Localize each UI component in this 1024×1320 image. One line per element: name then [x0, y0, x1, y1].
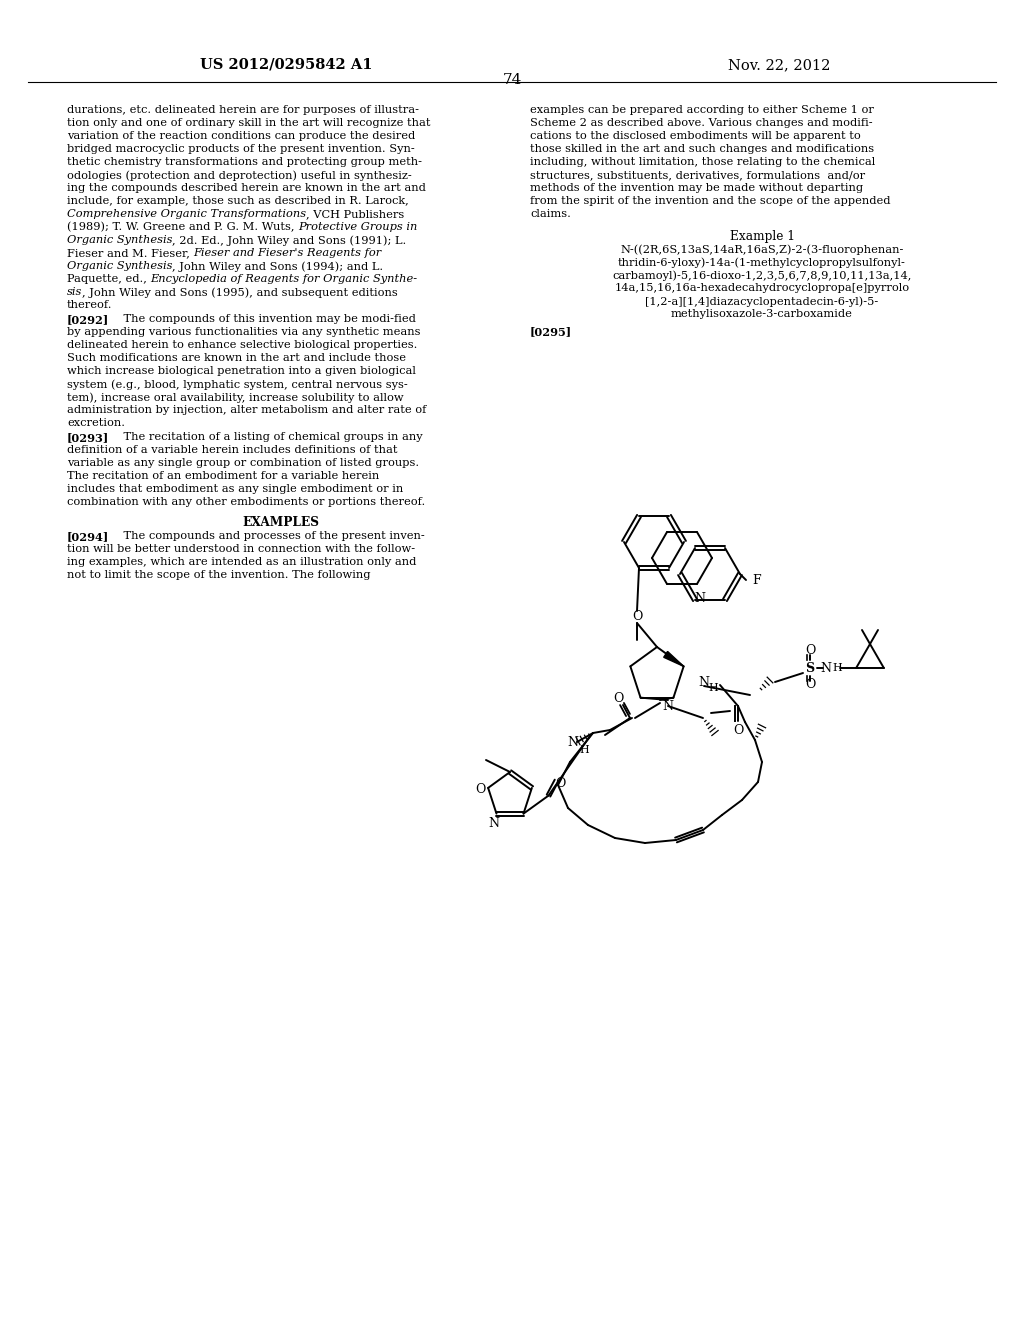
Text: variable as any single group or combination of listed groups.: variable as any single group or combinat…: [67, 458, 419, 469]
Text: definition of a variable herein includes definitions of that: definition of a variable herein includes…: [67, 445, 397, 455]
Text: sis: sis: [67, 286, 82, 297]
Text: [0293]: [0293]: [67, 432, 110, 444]
Text: thetic chemistry transformations and protecting group meth-: thetic chemistry transformations and pro…: [67, 157, 422, 168]
Text: , VCH Publishers: , VCH Publishers: [306, 209, 404, 219]
Text: The recitation of a listing of chemical groups in any: The recitation of a listing of chemical …: [110, 432, 423, 442]
Text: Paquette, ed.,: Paquette, ed.,: [67, 275, 151, 284]
Text: odologies (protection and deprotection) useful in synthesiz-: odologies (protection and deprotection) …: [67, 170, 412, 181]
Text: claims.: claims.: [530, 209, 570, 219]
Text: Organic Synthesis: Organic Synthesis: [67, 235, 172, 246]
Text: (1989); T. W. Greene and P. G. M. Wuts,: (1989); T. W. Greene and P. G. M. Wuts,: [67, 222, 298, 232]
Text: ing examples, which are intended as an illustration only and: ing examples, which are intended as an i…: [67, 557, 417, 568]
Text: Organic Synthesis: Organic Synthesis: [67, 261, 172, 271]
Text: H: H: [833, 663, 842, 673]
Text: which increase biological penetration into a given biological: which increase biological penetration in…: [67, 366, 416, 376]
Text: N: N: [663, 700, 674, 713]
Text: administration by injection, alter metabolism and alter rate of: administration by injection, alter metab…: [67, 405, 426, 414]
Text: O: O: [733, 723, 743, 737]
Text: Encyclopedia of Reagents for Organic Synthe-: Encyclopedia of Reagents for Organic Syn…: [151, 275, 418, 284]
Text: 14a,15,16,16a-hexadecahydrocyclopropa[e]pyrrolo: 14a,15,16,16a-hexadecahydrocyclopropa[e]…: [614, 282, 909, 293]
Text: thridin-6-yloxy)-14a-(1-methylcyclopropylsulfonyl-: thridin-6-yloxy)-14a-(1-methylcyclopropy…: [618, 257, 906, 268]
Text: 74: 74: [503, 73, 521, 87]
Text: tem), increase oral availability, increase solubility to allow: tem), increase oral availability, increa…: [67, 392, 403, 403]
Text: tion will be better understood in connection with the follow-: tion will be better understood in connec…: [67, 544, 415, 554]
Text: variation of the reaction conditions can produce the desired: variation of the reaction conditions can…: [67, 131, 416, 141]
Text: tion only and one of ordinary skill in the art will recognize that: tion only and one of ordinary skill in t…: [67, 117, 430, 128]
Text: O: O: [632, 610, 642, 623]
Text: [0295]: [0295]: [530, 326, 572, 337]
Text: O: O: [475, 783, 485, 796]
Text: Protective Groups in: Protective Groups in: [298, 222, 418, 232]
Text: , 2d. Ed., John Wiley and Sons (1991); L.: , 2d. Ed., John Wiley and Sons (1991); L…: [172, 235, 407, 246]
Text: those skilled in the art and such changes and modifications: those skilled in the art and such change…: [530, 144, 874, 154]
Text: , John Wiley and Sons (1995), and subsequent editions: , John Wiley and Sons (1995), and subseq…: [82, 286, 398, 297]
Text: O: O: [555, 777, 565, 791]
Text: H: H: [580, 744, 589, 755]
Text: US 2012/0295842 A1: US 2012/0295842 A1: [200, 58, 373, 73]
Text: system (e.g., blood, lymphatic system, central nervous sys-: system (e.g., blood, lymphatic system, c…: [67, 379, 408, 389]
Text: Nov. 22, 2012: Nov. 22, 2012: [728, 58, 830, 73]
Text: examples can be prepared according to either Scheme 1 or: examples can be prepared according to ei…: [530, 106, 873, 115]
Text: not to limit the scope of the invention. The following: not to limit the scope of the invention.…: [67, 570, 371, 579]
Text: by appending various functionalities via any synthetic means: by appending various functionalities via…: [67, 327, 421, 337]
Text: H: H: [709, 682, 718, 693]
Text: N: N: [698, 676, 710, 689]
Text: Fieser and Fieser's Reagents for: Fieser and Fieser's Reagents for: [194, 248, 382, 257]
Text: N: N: [820, 661, 831, 675]
Text: The compounds of this invention may be modi­fied: The compounds of this invention may be m…: [110, 314, 416, 323]
Text: O: O: [612, 693, 624, 705]
Text: Fieser and M. Fieser,: Fieser and M. Fieser,: [67, 248, 194, 257]
Text: carbamoyl)-5,16-dioxo-1,2,3,5,6,7,8,9,10,11,13a,14,: carbamoyl)-5,16-dioxo-1,2,3,5,6,7,8,9,10…: [612, 271, 911, 281]
Text: The recitation of an embodiment for a variable herein: The recitation of an embodiment for a va…: [67, 471, 379, 480]
Text: N: N: [567, 735, 579, 748]
Text: , John Wiley and Sons (1994); and L.: , John Wiley and Sons (1994); and L.: [172, 261, 384, 272]
Text: Example 1: Example 1: [729, 230, 795, 243]
Text: excretion.: excretion.: [67, 418, 125, 428]
Text: N-((2R,6S,13aS,14aR,16aS,Z)-2-(3-fluorophenan-: N-((2R,6S,13aS,14aR,16aS,Z)-2-(3-fluorop…: [621, 244, 904, 255]
Text: [1,2-a][1,4]diazacyclopentadecin-6-yl)-5-: [1,2-a][1,4]diazacyclopentadecin-6-yl)-5…: [645, 296, 879, 306]
Text: N: N: [488, 817, 499, 830]
Text: ing the compounds described herein are known in the art and: ing the compounds described herein are k…: [67, 183, 426, 193]
Text: structures, substituents, derivatives, formulations  and/or: structures, substituents, derivatives, f…: [530, 170, 865, 180]
Text: delineated herein to enhance selective biological properties.: delineated herein to enhance selective b…: [67, 341, 418, 350]
Text: [0294]: [0294]: [67, 531, 110, 543]
Text: includes that embodiment as any single embodiment or in: includes that embodiment as any single e…: [67, 484, 403, 494]
Text: O: O: [805, 644, 815, 657]
Text: O: O: [805, 678, 815, 692]
Text: including, without limitation, those relating to the chemical: including, without limitation, those rel…: [530, 157, 876, 168]
Text: thereof.: thereof.: [67, 300, 113, 310]
Text: from the spirit of the invention and the scope of the appended: from the spirit of the invention and the…: [530, 195, 891, 206]
Text: Such modifications are known in the art and include those: Such modifications are known in the art …: [67, 352, 406, 363]
Text: include, for example, those such as described in R. Larock,: include, for example, those such as desc…: [67, 195, 409, 206]
Text: N: N: [694, 591, 706, 605]
Polygon shape: [664, 652, 684, 667]
Text: EXAMPLES: EXAMPLES: [243, 516, 319, 529]
Text: durations, etc. delineated herein are for purposes of illustra-: durations, etc. delineated herein are fo…: [67, 106, 419, 115]
Text: The compounds and processes of the present inven-: The compounds and processes of the prese…: [110, 531, 425, 541]
Text: bridged macrocyclic products of the present invention. Syn-: bridged macrocyclic products of the pres…: [67, 144, 415, 154]
Text: Scheme 2 as described above. Various changes and modifi-: Scheme 2 as described above. Various cha…: [530, 117, 872, 128]
Text: F: F: [753, 573, 761, 586]
Text: [0292]: [0292]: [67, 314, 110, 325]
Text: S: S: [806, 661, 814, 675]
Text: combination with any other embodiments or portions thereof.: combination with any other embodiments o…: [67, 498, 425, 507]
Text: methods of the invention may be made without departing: methods of the invention may be made wit…: [530, 183, 863, 193]
Text: Comprehensive Organic Transformations: Comprehensive Organic Transformations: [67, 209, 306, 219]
Text: methylisoxazole-3-carboxamide: methylisoxazole-3-carboxamide: [671, 309, 853, 319]
Text: cations to the disclosed embodiments will be apparent to: cations to the disclosed embodiments wil…: [530, 131, 861, 141]
